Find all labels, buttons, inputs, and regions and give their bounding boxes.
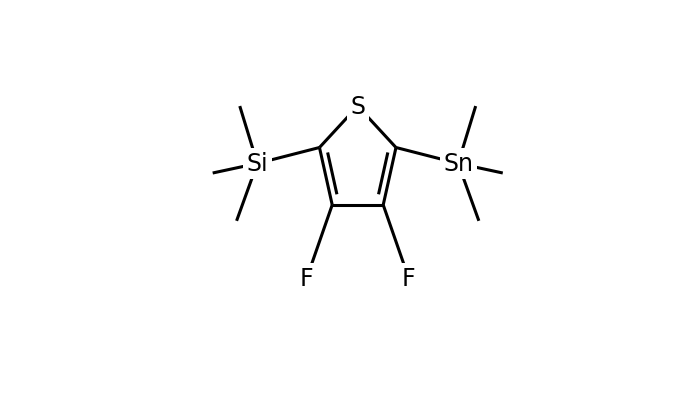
Text: F: F <box>300 266 313 290</box>
Text: Si: Si <box>246 152 268 176</box>
Text: S: S <box>350 95 365 119</box>
Text: Sn: Sn <box>443 152 473 176</box>
Text: F: F <box>402 266 415 290</box>
